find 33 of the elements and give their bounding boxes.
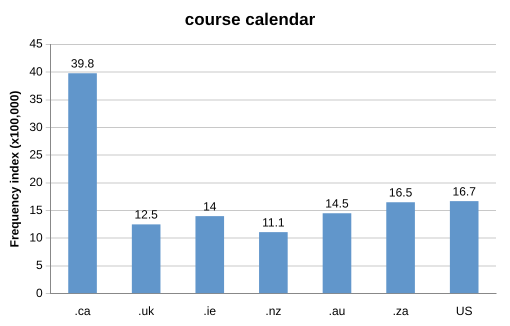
y-tick-label: 0 xyxy=(36,286,44,300)
y-tick-label: 30 xyxy=(29,120,44,134)
x-tick-label: .ca xyxy=(74,304,91,318)
y-tick-label: 25 xyxy=(29,147,44,162)
data-label: 11.1 xyxy=(262,215,285,230)
x-tick-label: US xyxy=(456,304,473,318)
y-axis-title: Frequency index (x100,000) xyxy=(8,90,22,248)
bar xyxy=(450,201,479,294)
data-label: 16.5 xyxy=(388,186,413,200)
bar xyxy=(132,224,160,294)
bar xyxy=(386,202,415,294)
y-tick-label: 35 xyxy=(29,92,44,106)
y-tick-label: 20 xyxy=(29,175,44,190)
bar xyxy=(195,216,224,294)
data-label: 16.7 xyxy=(452,184,476,198)
y-tick-label: 45 xyxy=(29,36,44,51)
x-tick-label: .nz xyxy=(265,304,282,318)
data-label: 12.5 xyxy=(134,208,158,222)
x-tick-label: .ie xyxy=(203,304,216,318)
bar xyxy=(68,73,97,294)
y-tick-label: 40 xyxy=(29,64,44,78)
y-tick-label: 15 xyxy=(29,202,44,217)
bar xyxy=(322,213,352,294)
x-tick-label: .uk xyxy=(138,304,156,318)
y-tick-label: 5 xyxy=(36,258,44,272)
bar xyxy=(259,232,288,294)
y-tick-label: 10 xyxy=(29,230,44,245)
x-tick-label: .au xyxy=(328,304,346,318)
chart-title: course calendar xyxy=(184,10,316,29)
data-label: 39.8 xyxy=(70,56,95,71)
data-label: 14.5 xyxy=(325,196,349,211)
x-tick-label: .za xyxy=(392,304,409,318)
data-label: 14 xyxy=(203,199,217,214)
